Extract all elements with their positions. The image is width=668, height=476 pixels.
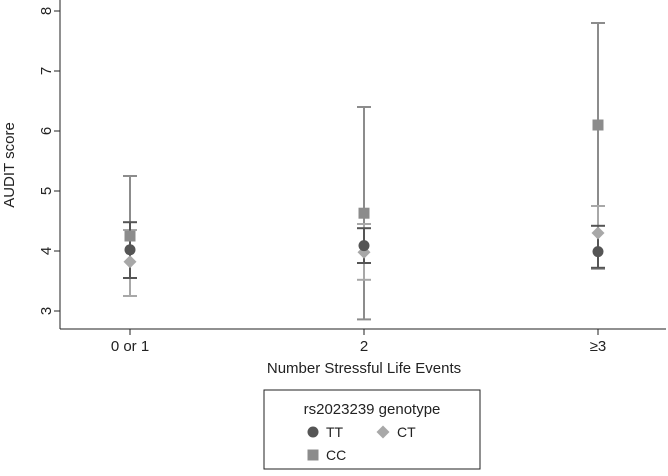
x-tick-label: ≥3 bbox=[590, 338, 607, 355]
axis-layer: AUDIT score Number Stressful Life Events bbox=[1, 0, 666, 377]
data-point-tt bbox=[358, 240, 370, 252]
legend-label-ct: CT bbox=[397, 424, 416, 440]
legend-items: TT CT CC bbox=[307, 424, 416, 463]
legend-title: rs2023239 genotype bbox=[304, 401, 441, 418]
legend-label-tt: TT bbox=[326, 424, 344, 440]
data-point-tt bbox=[592, 246, 604, 258]
legend-marker-tt bbox=[307, 426, 319, 438]
plot-layer bbox=[123, 22, 605, 321]
y-axis-title: AUDIT score bbox=[1, 122, 18, 208]
x-tick-label: 2 bbox=[360, 338, 368, 355]
y-tick-label: 7 bbox=[38, 67, 55, 75]
legend-box bbox=[263, 389, 481, 470]
y-tick-label: 3 bbox=[38, 307, 55, 315]
ticks-layer: 3 4 5 6 7 8 0 or 1 2 ≥3 bbox=[38, 7, 606, 355]
x-tick-label: 0 or 1 bbox=[111, 338, 149, 355]
y-tick-label: 5 bbox=[38, 187, 55, 195]
y-tick-label: 6 bbox=[38, 127, 55, 135]
data-point-ct bbox=[123, 255, 137, 269]
data-point-cc bbox=[592, 119, 604, 131]
data-point-cc bbox=[358, 207, 370, 219]
data-point-cc bbox=[124, 230, 136, 242]
y-tick-label: 4 bbox=[38, 247, 55, 255]
x-axis-title: Number Stressful Life Events bbox=[267, 360, 461, 377]
data-point-tt bbox=[124, 244, 136, 256]
legend-marker-cc bbox=[307, 449, 319, 461]
legend-label-cc: CC bbox=[326, 447, 346, 463]
legend: rs2023239 genotype TT CT CC bbox=[263, 389, 481, 470]
data-point-ct bbox=[591, 226, 605, 240]
legend-marker-ct bbox=[376, 425, 390, 439]
y-tick-label: 8 bbox=[38, 7, 55, 15]
